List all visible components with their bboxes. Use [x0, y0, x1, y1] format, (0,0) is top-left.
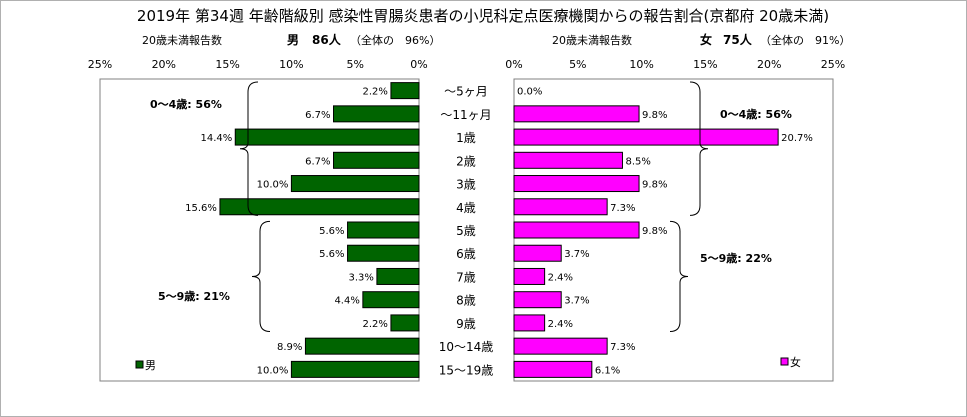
category-label: 2歳 — [456, 154, 476, 168]
male-bar — [290, 360, 420, 378]
right-axis-tick-label: 10% — [629, 58, 653, 71]
male-value-label: 14.4% — [200, 133, 232, 144]
female-0-4-annotation: 0～4歳: 56% — [720, 107, 792, 121]
male-5-9-bracket — [251, 220, 271, 333]
male-bar — [390, 82, 420, 100]
female-value-label: 9.8% — [642, 110, 667, 121]
female-value-label: 3.7% — [564, 249, 589, 260]
male-bar — [333, 105, 420, 123]
right-axis-tick-label: 15% — [693, 58, 717, 71]
female-value-label: 7.3% — [610, 342, 635, 353]
male-value-label: 6.7% — [305, 110, 330, 121]
left-axis-tick-label: 5% — [346, 58, 363, 71]
female-value-label: 9.8% — [642, 180, 667, 191]
male-header-sex: 男 — [287, 33, 299, 47]
left-axis-tick-label: 25% — [88, 58, 112, 71]
category-label: 3歳 — [456, 178, 476, 192]
male-value-label: 5.6% — [319, 226, 344, 237]
male-bar — [234, 128, 420, 146]
female-bar — [513, 128, 779, 146]
female-value-label: 2.4% — [548, 272, 573, 283]
female-legend-swatch — [780, 357, 789, 366]
female-bar — [513, 175, 640, 193]
male-bar — [347, 221, 420, 239]
female-value-label: 0.0% — [517, 87, 542, 98]
female-bar — [513, 337, 608, 355]
female-value-label: 8.5% — [625, 156, 650, 167]
female-bar — [513, 221, 640, 239]
male-value-label: 6.7% — [305, 156, 330, 167]
male-value-label: 10.0% — [257, 365, 289, 376]
female-header-sex: 女 — [700, 32, 712, 47]
female-legend-label: 女 — [790, 355, 801, 369]
female-5-9-bracket — [669, 220, 689, 333]
category-label: 4歳 — [456, 201, 476, 215]
category-label: 9歳 — [456, 317, 476, 331]
category-label: 8歳 — [456, 294, 476, 308]
left-axis-tick-label: 0% — [410, 58, 427, 71]
male-bar — [390, 314, 420, 332]
male-bar — [362, 291, 420, 309]
female-0-4-bracket — [689, 81, 709, 216]
male-value-label: 4.4% — [334, 296, 359, 307]
male-header-count: 86人 — [312, 32, 342, 47]
male-value-label: 8.9% — [277, 342, 302, 353]
male-value-label: 2.2% — [363, 87, 388, 98]
female-value-label: 3.7% — [564, 296, 589, 307]
left-axis-tick-label: 20% — [152, 58, 176, 71]
male-0-4-annotation: 0～4歳: 56% — [150, 97, 222, 111]
male-legend-swatch — [135, 360, 144, 369]
category-label: ～5ヶ月 — [444, 85, 488, 99]
right-axis-tick-label: 5% — [569, 58, 586, 71]
category-label: 10～14歳 — [439, 340, 494, 354]
female-bar — [513, 244, 562, 262]
male-0-4-bracket — [239, 81, 259, 216]
female-bar — [513, 198, 608, 216]
category-label: ～11ヶ月 — [440, 108, 491, 122]
male-bar — [304, 337, 420, 355]
female-5-9-annotation: 5～9歳: 22% — [700, 251, 772, 265]
female-bar — [513, 314, 546, 332]
female-value-label: 9.8% — [642, 226, 667, 237]
right-axis-tick-label: 0% — [505, 58, 522, 71]
male-value-label: 10.0% — [257, 180, 289, 191]
female-bar — [513, 291, 562, 309]
male-value-label: 5.6% — [319, 249, 344, 260]
male-5-9-annotation: 5～9歳: 21% — [158, 289, 230, 303]
female-value-label: 7.3% — [610, 203, 635, 214]
male-bar — [376, 267, 420, 285]
category-label: 15～19歳 — [439, 363, 494, 377]
left-axis-tick-label: 10% — [279, 58, 303, 71]
male-bar — [219, 198, 420, 216]
female-header-count: 75人 — [723, 32, 753, 47]
male-bar — [333, 151, 420, 169]
male-bar — [290, 175, 420, 193]
category-label: 7歳 — [456, 270, 476, 284]
category-label: 5歳 — [456, 224, 476, 238]
chart-title: 2019年 第34週 年齢階級別 感染性胃腸炎患者の小児科定点医療機関からの報告… — [137, 7, 829, 25]
female-bar — [513, 105, 640, 123]
female-header-label: 20歳未満報告数 — [552, 34, 632, 47]
female-bar — [513, 151, 623, 169]
right-axis-tick-label: 20% — [757, 58, 781, 71]
female-bar — [513, 267, 546, 285]
left-axis-tick-label: 15% — [215, 58, 239, 71]
male-value-label: 3.3% — [348, 272, 373, 283]
female-header-ratio: （全体の 91%） — [760, 33, 850, 47]
female-bar — [513, 360, 593, 378]
female-value-label: 2.4% — [548, 319, 573, 330]
female-value-label: 6.1% — [595, 365, 620, 376]
male-bar — [347, 244, 420, 262]
male-value-label: 2.2% — [363, 319, 388, 330]
male-header-ratio: （全体の 96%） — [350, 33, 440, 47]
right-axis-tick-label: 25% — [821, 58, 845, 71]
category-label: 1歳 — [456, 131, 476, 145]
male-legend-label: 男 — [145, 359, 156, 372]
female-value-label: 20.7% — [781, 133, 813, 144]
male-value-label: 15.6% — [185, 203, 217, 214]
category-label: 6歳 — [456, 247, 476, 261]
male-header-label: 20歳未満報告数 — [142, 34, 222, 47]
